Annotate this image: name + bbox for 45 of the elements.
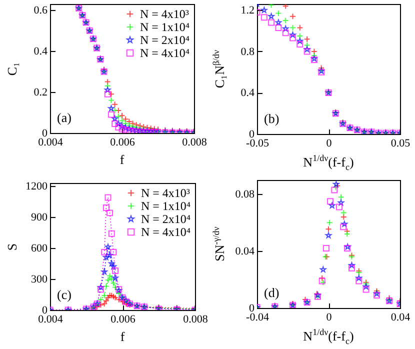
y-tick-label: 0 (42, 128, 48, 140)
y-tick-label: 600 (31, 242, 48, 255)
legend-label: N = 4x10³ (141, 186, 190, 200)
y-tick-label: 0 (249, 128, 255, 140)
x-axis-title: f (120, 152, 124, 167)
y-tick-label: 0 (249, 302, 255, 314)
y-tick-label: 1.2 (240, 4, 254, 17)
legend-label: N = 4x10⁴ (140, 46, 190, 60)
annotation: (a) (57, 110, 72, 125)
x-axis-title: N$^{1/dν}$(f-f$_{c}$) (303, 153, 354, 172)
legend-label: N = 2x10⁴ (141, 212, 191, 226)
y-tick-label: 0.8 (240, 46, 255, 58)
y-tick-label: 900 (31, 212, 48, 224)
legend-label: N = 4x10⁴ (141, 225, 191, 239)
y-tick-label: 0.08 (235, 188, 255, 201)
y-axis-title: S (4, 242, 20, 250)
legend-label: N = 1x10⁴ (141, 199, 191, 213)
legend-label: N = 1x10⁴ (140, 20, 190, 34)
x-tick-label: -0.04 (246, 312, 270, 324)
x-tick-label: 0.008 (183, 314, 208, 326)
y-tick-label: 0.4 (34, 46, 48, 58)
x-tick-label: 0.006 (110, 314, 136, 326)
x-tick-label: 0.006 (110, 136, 136, 148)
x-tick-label: 0.008 (182, 136, 208, 148)
y-tick-label: 1200 (26, 180, 48, 193)
legend-label: N = 2x10⁴ (140, 33, 190, 47)
y-tick-label: 0.4 (240, 87, 255, 100)
y-axis-title: C₁ (4, 62, 20, 76)
x-tick-label: 0.04 (390, 312, 411, 324)
legend-label: N = 4x10³ (140, 7, 190, 21)
x-tick-label: 0.004 (38, 136, 64, 148)
annotation: (d) (264, 285, 280, 300)
y-tick-label: 0.6 (34, 4, 48, 17)
y-tick-label: 0.2 (34, 86, 48, 99)
y-tick-label: 0.04 (235, 246, 255, 258)
annotation: (c) (57, 287, 72, 302)
x-axis-title: N$^{1/dν}$(f-f$_{c}$) (303, 327, 354, 346)
y-tick-label: 300 (31, 274, 48, 286)
x-tick-label: -0.05 (246, 138, 270, 150)
annotation: (b) (264, 111, 280, 126)
x-tick-label: 0.004 (38, 314, 64, 326)
x-axis-title: f (120, 329, 125, 344)
x-tick-label: 0.05 (390, 138, 411, 150)
x-tick-label: 0 (326, 138, 332, 150)
x-tick-label: 0 (326, 312, 332, 324)
